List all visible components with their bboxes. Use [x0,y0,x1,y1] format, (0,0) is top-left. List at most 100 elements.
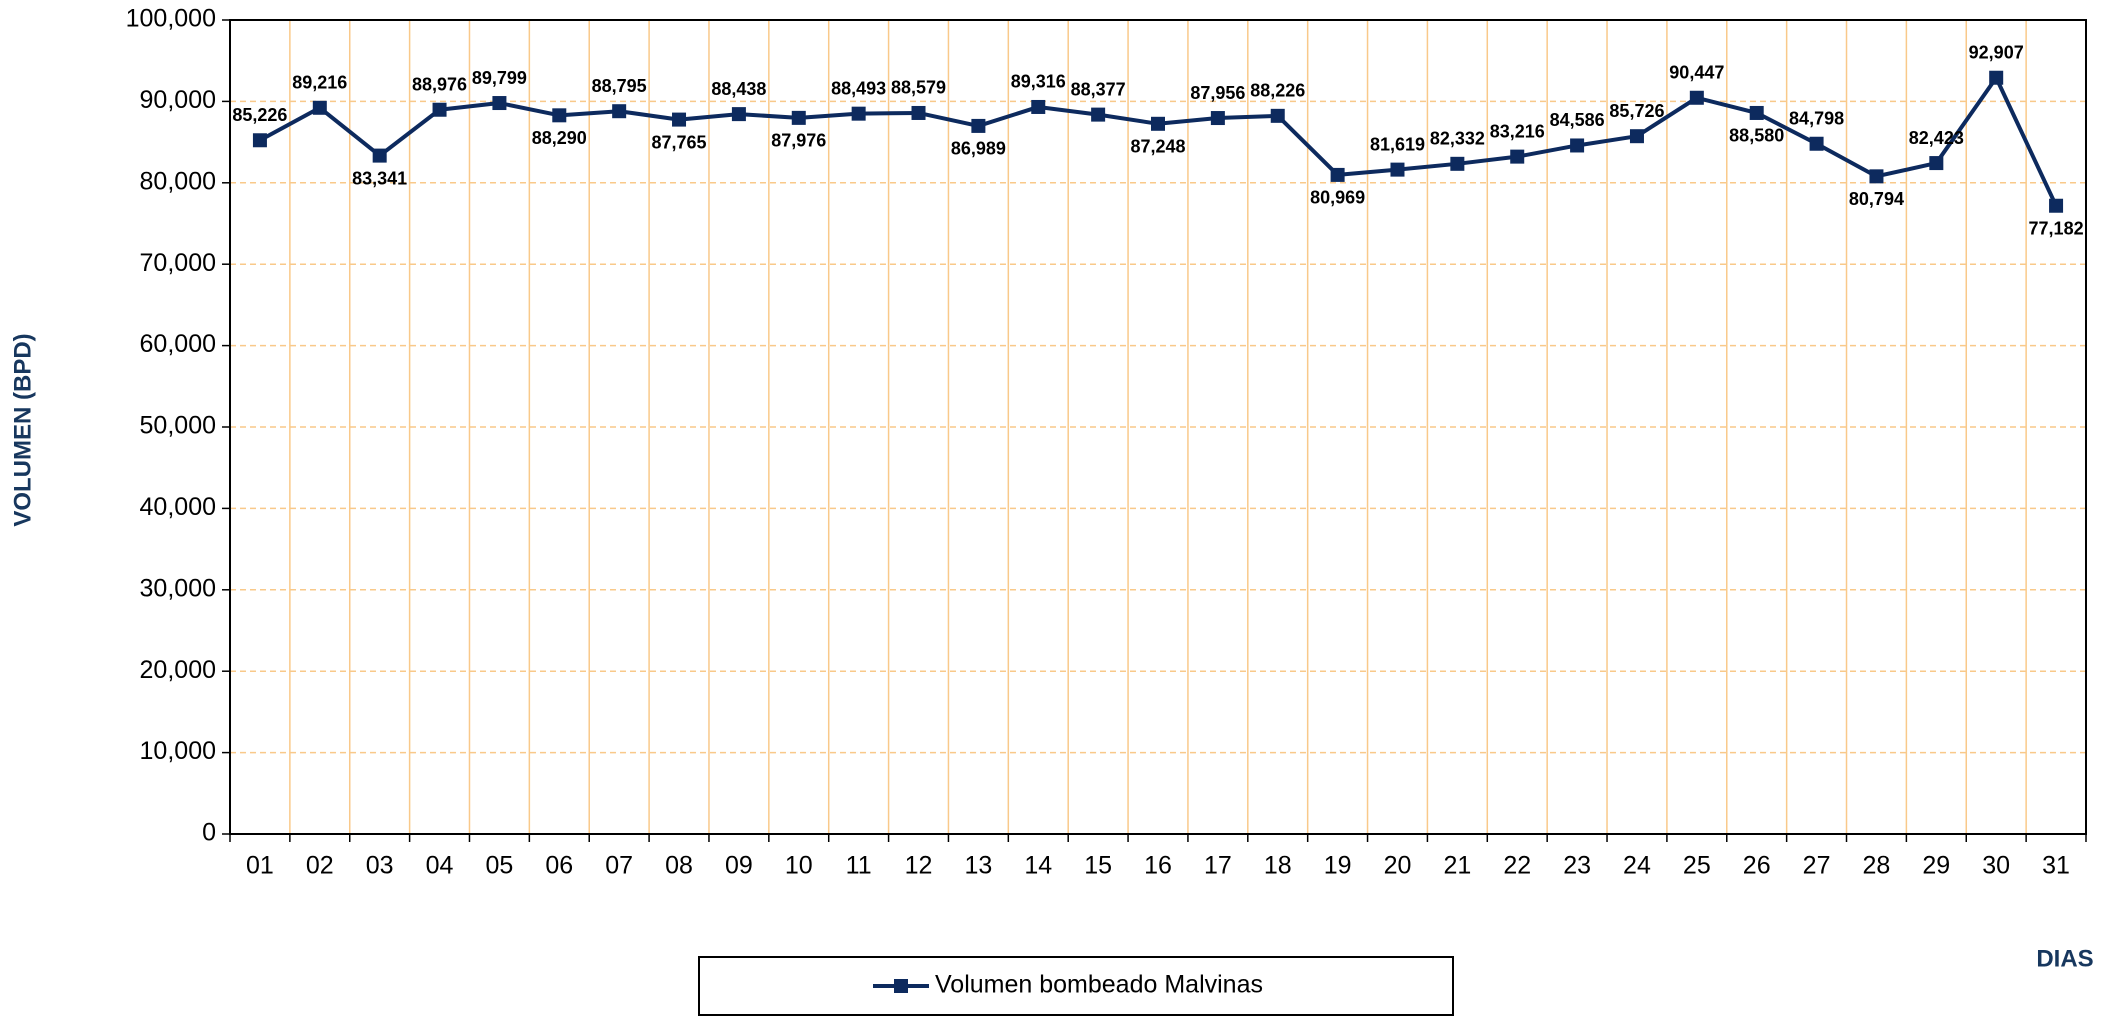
x-tick-label: 27 [1803,852,1831,880]
point-marker [1989,70,2004,85]
x-tick-label: 16 [1144,852,1172,880]
y-tick-label: 50,000 [140,412,216,440]
y-tick-label: 20,000 [140,656,216,684]
data-label: 88,290 [532,128,587,148]
point-marker [1151,116,1165,131]
point-marker [252,133,267,148]
x-tick-label: 18 [1264,852,1292,880]
x-tick-label: 01 [246,852,274,880]
data-label: 84,798 [1789,108,1844,128]
x-tick-label: 02 [306,852,334,880]
data-label: 88,580 [1729,126,1784,146]
x-tick-label: 29 [1922,852,1950,880]
x-tick-label: 17 [1204,852,1232,880]
x-axis-title: DIAS [2036,945,2093,972]
data-label: 88,579 [891,78,946,98]
point-marker [2049,198,2064,213]
point-marker [1629,129,1644,144]
data-label: 88,438 [711,79,766,99]
x-tick-label: 10 [785,852,813,880]
data-label: 87,956 [1190,83,1245,103]
data-label: 80,969 [1310,188,1365,208]
point-marker [492,96,507,111]
data-label: 88,226 [1250,81,1305,101]
data-label: 85,726 [1609,101,1664,121]
data-label: 89,799 [472,68,527,88]
point-marker [1031,99,1046,114]
x-tick-label: 07 [605,852,633,880]
x-tick-label: 11 [846,852,872,880]
point-marker [1570,138,1585,153]
x-tick-label: 15 [1084,852,1112,880]
x-tick-label: 25 [1683,852,1711,880]
data-label: 82,332 [1430,129,1485,149]
plot-border [229,19,2087,835]
x-tick-label: 05 [486,852,514,880]
y-tick-label: 70,000 [140,249,216,277]
x-tick-label: 09 [725,852,753,880]
data-label: 83,216 [1490,121,1545,141]
x-tick-label: 06 [545,852,573,880]
data-label: 89,216 [292,73,347,93]
data-label: 83,341 [352,168,407,188]
data-label: 92,907 [1969,42,2024,62]
legend-marker [894,979,908,993]
y-tick-label: 80,000 [140,167,216,195]
y-tick-label: 60,000 [140,330,216,358]
data-label: 81,619 [1370,134,1425,154]
x-tick-label: 31 [2042,852,2070,880]
y-axis-title: VOLUMEN (BPD) [9,333,36,526]
point-marker [1091,107,1106,122]
data-label: 89,316 [1011,72,1066,92]
x-tick-label: 26 [1743,852,1771,880]
data-label: 88,493 [831,78,886,98]
point-marker [1749,105,1764,120]
point-marker [1869,169,1884,184]
point-marker [1689,90,1704,105]
point-marker [552,108,567,123]
x-tick-label: 03 [366,852,394,880]
point-marker [791,110,806,125]
x-tick-label: 24 [1623,852,1651,880]
x-tick-label: 04 [426,852,454,880]
x-tick-label: 14 [1024,852,1052,880]
y-tick-label: 90,000 [140,86,216,114]
x-tick-label: 30 [1982,852,2010,880]
x-tick-label: 13 [964,852,992,880]
point-marker [672,112,687,127]
data-label: 87,765 [652,132,707,152]
data-label: 77,182 [2029,218,2084,238]
y-tick-label: 10,000 [140,737,216,765]
point-marker [1450,156,1465,171]
point-marker [731,107,746,122]
legend-box [698,956,1454,1016]
point-marker [1510,149,1525,164]
data-label: 87,976 [771,131,826,151]
point-marker [1929,156,1944,171]
data-label: 84,586 [1550,110,1605,130]
data-label: 86,989 [951,139,1006,159]
x-tick-label: 19 [1324,852,1352,880]
data-label: 90,447 [1669,63,1724,83]
data-label: 82,423 [1909,128,1964,148]
point-marker [1390,162,1405,177]
legend-label: Volumen bombeado Malvinas [935,971,1263,999]
x-tick-label: 28 [1863,852,1891,880]
x-tick-label: 20 [1384,852,1412,880]
x-tick-label: 08 [665,852,693,880]
y-tick-label: 0 [202,819,216,847]
data-label: 87,248 [1130,137,1185,157]
data-label: 88,377 [1071,79,1126,99]
point-marker [432,102,447,117]
y-tick-label: 100,000 [126,5,216,33]
data-label: 85,226 [232,105,287,125]
data-label: 88,976 [412,74,467,94]
y-tick-label: 40,000 [140,493,216,521]
point-marker [612,104,627,119]
point-marker [372,148,387,163]
point-marker [911,105,926,120]
y-tick-label: 30,000 [140,574,216,602]
point-marker [851,106,866,121]
